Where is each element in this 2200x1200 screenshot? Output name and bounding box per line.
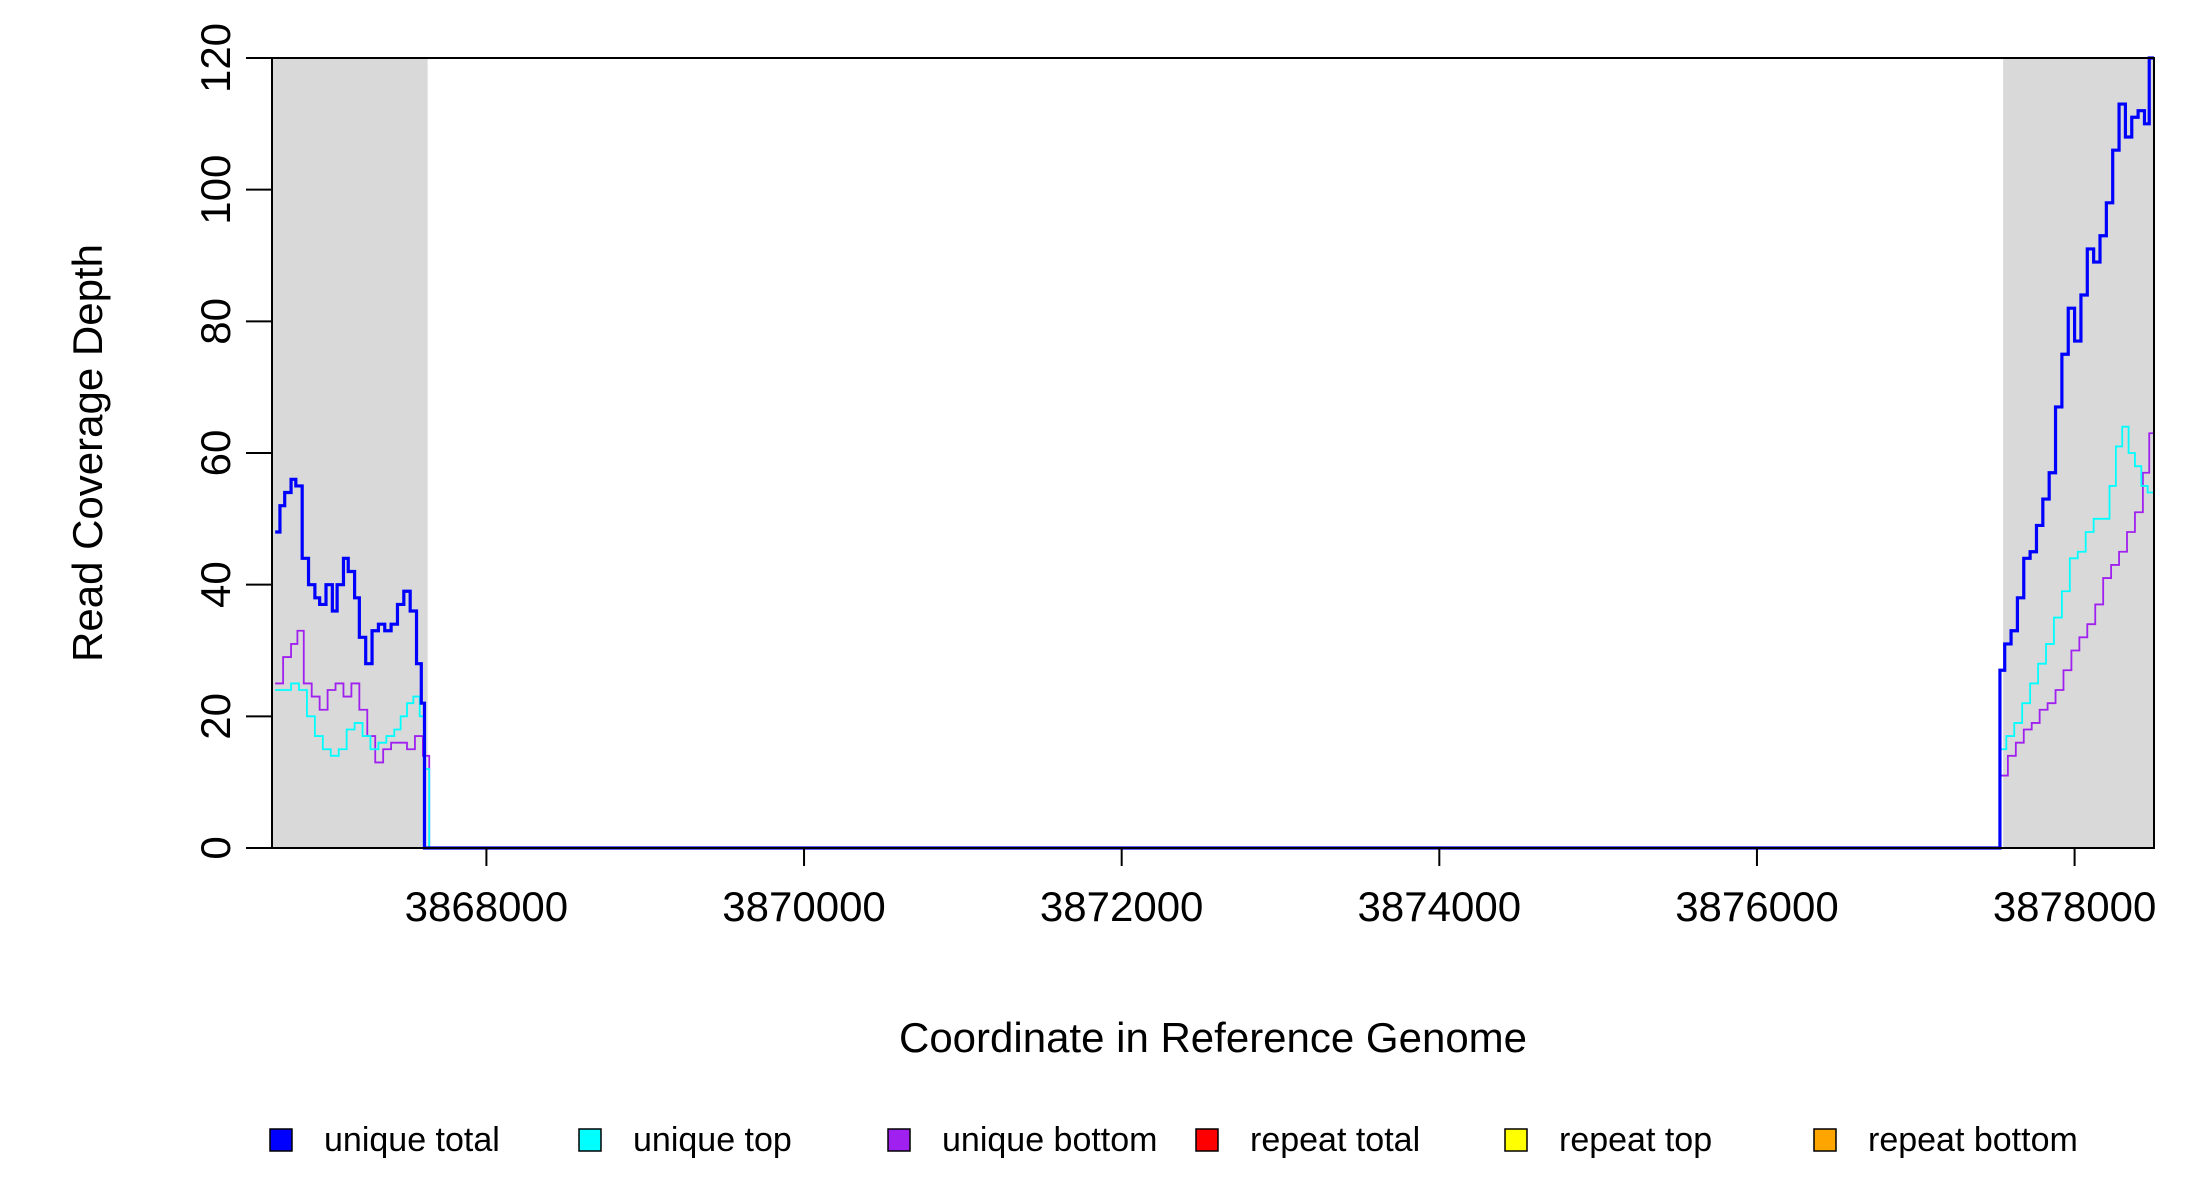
- x-tick-label: 3874000: [1358, 883, 1522, 930]
- y-tick-label: 80: [192, 298, 239, 345]
- legend-label: repeat top: [1559, 1121, 1712, 1159]
- shaded-regions: [272, 58, 2154, 848]
- y-tick-label: 120: [192, 23, 239, 93]
- series-unique-top: [275, 425, 2154, 849]
- legend-swatch: [1813, 1128, 1837, 1152]
- series-unique-total: [275, 56, 2154, 850]
- x-axis-label: Coordinate in Reference Genome: [899, 1014, 1527, 1061]
- legend-label: repeat total: [1250, 1121, 1420, 1159]
- y-tick-label: 100: [192, 155, 239, 225]
- series-lines: [272, 56, 2154, 850]
- y-tick-label: 60: [192, 430, 239, 477]
- x-tick-label: 3872000: [1040, 883, 1204, 930]
- plot-frame: [271, 57, 2155, 849]
- legend-swatch: [269, 1128, 293, 1152]
- x-tick-label: 3876000: [1675, 883, 1839, 930]
- legend-swatch: [1504, 1128, 1528, 1152]
- y-tick-label: 40: [192, 561, 239, 608]
- legend-swatch: [1195, 1128, 1219, 1152]
- legend-label: repeat bottom: [1868, 1121, 2078, 1159]
- y-tick-label: 0: [192, 836, 239, 859]
- x-tick-label: 3878000: [1993, 883, 2157, 930]
- legend-label: unique top: [633, 1121, 792, 1159]
- legend-swatch: [578, 1128, 602, 1152]
- x-tick-label: 3870000: [722, 883, 886, 930]
- legend: unique total unique top unique bottom repea…: [269, 1121, 2078, 1159]
- y-axis-label: Read Coverage Depth: [64, 244, 111, 662]
- x-tick-label: 3868000: [405, 883, 569, 930]
- legend-label: unique bottom: [942, 1121, 1158, 1159]
- legend-swatch: [887, 1128, 911, 1152]
- y-tick-label: 20: [192, 693, 239, 740]
- x-axis: 3868000 3870000 3872000 3874000 3876000 38780…: [405, 847, 2157, 930]
- legend-label: unique total: [324, 1121, 500, 1159]
- y-axis: 0 20 40 60 80 100 120: [192, 23, 273, 860]
- series-unique-bottom: [275, 432, 2154, 849]
